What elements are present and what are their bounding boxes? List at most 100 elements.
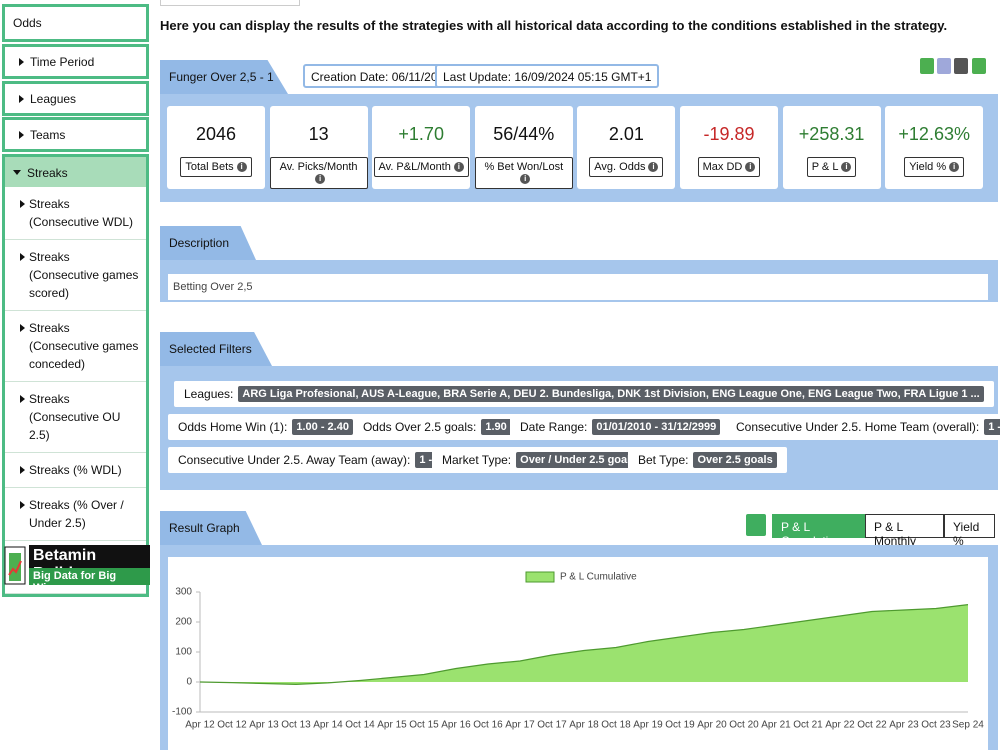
y-tick-label: 100 [175,647,192,658]
filter-label: Consecutive Under 2.5. Home Team (overal… [736,420,980,434]
icon-button[interactable] [937,58,951,74]
intro-text: Here you can display the results of the … [160,18,948,33]
creation-date: Creation Date: 06/11/2021 [303,64,459,88]
icon-button[interactable] [972,58,986,74]
x-tick-label: Apr 15 [377,720,407,731]
x-tick-label: Apr 13 [249,720,279,731]
menu-item[interactable]: Leagues [2,81,149,116]
section-tab: Selected Filters [160,332,272,366]
filter-value: 1 - 2 [984,419,1000,435]
filter-label: Odds Home Win (1): [178,420,288,434]
section-tab: Funger Over 2,5 - 1 [160,60,288,94]
stat-value: 56/44% [493,124,555,144]
stat-label: P & L [806,157,857,177]
filter-chip: Consecutive Under 2.5. Away Team (away):… [168,447,468,473]
y-tick-label: 0 [186,677,192,688]
stat-card: +1.70 Av. P&L/Month [372,106,471,189]
x-tick-label: Oct 19 [665,720,695,731]
download-button[interactable] [746,514,766,536]
x-tick-label: Apr 14 [313,720,343,731]
x-tick-label: Oct 18 [601,720,631,731]
filters-panel: Leagues: ARG Liga Profesional, AUS A-Leag… [160,366,1000,490]
x-tick-label: Oct 15 [409,720,439,731]
logo-icon [4,546,26,585]
stat-card: 13 Av. Picks/Month [269,106,368,189]
x-tick-label: Oct 20 [729,720,759,731]
filter-label: Bet Type: [638,453,689,467]
stat-card: +12.63% Yield % [885,106,984,189]
filter-label: Odds Over 2.5 goals: [362,420,477,434]
x-tick-label: Oct 16 [473,720,503,731]
stat-card: 2046 Total Bets [167,106,265,189]
area [200,604,968,685]
submenu-item[interactable]: Streaks (Consecutive games scored) [5,240,146,311]
section-tab: Description [160,226,256,260]
y-tick-label: 300 [175,587,192,598]
x-tick-label: Oct 23 [921,720,951,731]
graph-tab[interactable]: Yield % [944,514,995,548]
stats-panel: 2046 Total Bets 13 Av. Picks/Month +1.70 Av. … [160,94,998,202]
submenu-item[interactable]: Streaks (% WDL) [5,453,146,488]
filter-label: Leagues: [184,387,234,401]
stat-label: Yield % [904,157,965,177]
stat-value: 13 [308,124,329,144]
y-tick-label: 200 [175,617,192,628]
submenu: Streaks (Consecutive WDL) Streaks (Consec… [2,187,149,597]
logo-tagline: Big Data for Big Winners [29,568,150,594]
x-tick-label: Oct 14 [345,720,375,731]
logo: Betamin Builder Big Data for Big Winners [3,545,150,594]
x-tick-label: Apr 12 [185,720,215,731]
menu-item[interactable]: Odds [2,4,149,42]
filter-label: Date Range: [520,420,588,434]
x-tick-label: Apr 22 [825,720,855,731]
graph-tab[interactable]: P & L Monthly [865,514,944,548]
legend-label: P & L Cumulative [560,572,637,583]
filter-label: Market Type: [442,453,512,467]
menu-item-active[interactable]: Streaks [2,154,149,188]
filter-chip: Odds Home Win (1): 1.00 - 2.40 Odds Over 2… [168,414,552,440]
filter-value: Over 2.5 goals [693,452,777,468]
x-tick-label: Oct 13 [281,720,311,731]
graph-tab-active[interactable]: P & L Cumulative [772,514,865,548]
filter-chip: Market Type: Over / Under 2.5 goals [432,447,651,473]
x-tick-label: Apr 21 [761,720,791,731]
stat-label: % Bet Won/Lost [474,157,573,189]
stat-label: Av. Picks/Month [269,157,368,189]
x-tick-label: Apr 19 [633,720,663,731]
line [199,604,969,686]
stat-card: +258.31 P & L [782,106,881,189]
y-tick-label: -100 [172,707,192,718]
legend-swatch [525,571,555,583]
top-tabs [160,0,300,6]
submenu-item[interactable]: Streaks (% Over / Under 2.5) [5,488,146,541]
stat-card: 2.01 Avg. Odds [577,106,676,189]
icon-button[interactable] [954,58,968,74]
icon-button[interactable] [920,58,934,74]
x-tick-label: Oct 22 [857,720,887,731]
filter-chip: Leagues: ARG Liga Profesional, AUS A-Leag… [174,381,994,407]
filter-value: ARG Liga Profesional, AUS A-League, BRA … [238,386,984,402]
graph-panel: -100 0 100 200 300 Apr 12 Oct 12 Apr 13 Oct 13 Ap… [160,545,998,750]
menu-item[interactable]: Teams [2,117,149,152]
logo-title: Betamin Builder [29,545,150,582]
x-tick-label: Oct 21 [793,720,823,731]
stat-value: -19.89 [703,124,755,144]
x-tick-label: Apr 18 [569,720,599,731]
stat-label: Max DD [697,157,761,177]
stat-label: Av. P&L/Month [373,157,469,177]
stat-value: 2046 [195,124,237,144]
filter-value: Over / Under 2.5 goals [516,452,641,468]
description-text: Betting Over 2,5 [168,274,988,300]
x-tick-label: Apr 16 [441,720,471,731]
x-tick-label: Oct 12 [217,720,247,731]
stat-value: +1.70 [398,124,444,144]
submenu-item[interactable]: Streaks (Consecutive games conceded) [5,311,146,382]
section-tab: Result Graph [160,511,262,545]
stat-label: Total Bets [180,157,252,177]
submenu-item[interactable]: Streaks (Consecutive WDL) [5,187,146,240]
submenu-item[interactable]: Streaks (Consecutive OU 2.5) [5,382,146,453]
last-update: Last Update: 16/09/2024 05:15 GMT+1 [435,64,660,88]
menu-item[interactable]: Time Period [2,44,149,79]
